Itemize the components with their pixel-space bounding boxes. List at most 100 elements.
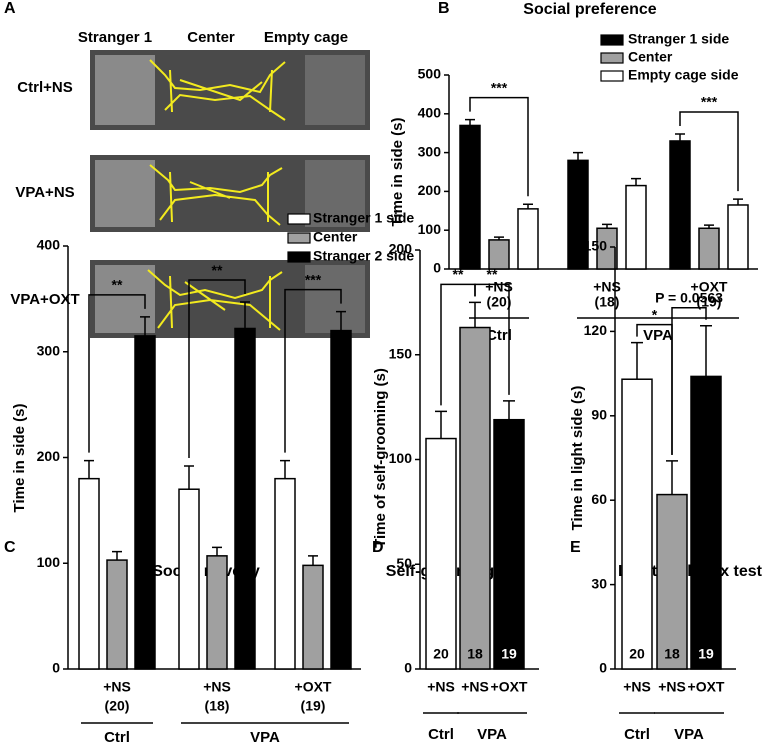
significance-label: ** [453,266,464,282]
y-tick-label: 400 [37,237,61,253]
n-label: (18) [205,698,230,714]
y-tick-label: 200 [389,241,413,257]
y-tick-label: 100 [418,221,442,237]
significance-bracket [188,279,246,458]
bar [459,326,491,670]
bar [727,204,749,270]
legend-label: Empty cage side [628,67,739,83]
x-tick-label: +NS [658,679,686,695]
y-axis-label: Time in side (s) [11,404,28,513]
chart-title: Social preference [523,1,657,18]
legend-swatch [600,70,624,82]
row-label: VPA+NS [15,184,74,201]
group-label: VPA [643,327,673,344]
significance-label: P = 0.0563 [655,289,723,305]
legend-swatch [287,232,311,244]
x-tick-label: +OXT [491,679,528,695]
bar [669,140,691,270]
y-axis-label: Time in light side (s) [569,386,586,531]
row-label: VPA+OXT [10,291,79,308]
y-tick-label: 0 [433,260,441,276]
group-label: Ctrl [104,729,130,743]
group-label: VPA [477,726,507,743]
n-label: (20) [105,698,130,714]
significance-bracket [88,294,146,453]
bar [234,327,256,670]
legend-swatch [287,213,311,225]
y-tick-label: 0 [404,660,412,676]
y-axis-label: Time in side (s) [389,118,406,227]
bar [302,564,324,670]
y-tick-label: 200 [37,448,61,464]
significance-label: * [652,306,658,322]
panel-letter: A [4,0,16,17]
x-tick-label: +OXT [691,279,728,295]
y-tick-label: 60 [591,491,607,507]
n-label: 20 [629,646,645,662]
y-tick-label: 150 [584,238,608,254]
row-label: Ctrl+NS [17,79,72,96]
group-label: VPA [250,729,280,743]
error-bar [503,400,515,420]
error-bar [140,316,150,336]
error-bar [666,460,678,495]
n-label: 19 [698,646,714,662]
y-tick-label: 100 [37,554,61,570]
group-label: Ctrl [428,726,454,743]
y-tick-label: 500 [418,66,442,82]
error-bar [573,151,583,161]
y-tick-label: 0 [599,660,607,676]
significance-label: *** [701,94,718,110]
x-tick-label: +NS [103,679,131,695]
significance-bracket [671,307,707,455]
significance-label: *** [491,79,508,95]
n-label: (18) [595,294,620,310]
significance-bracket [679,111,739,192]
group-label: Ctrl [624,726,650,743]
error-bar [704,224,714,229]
column-label: Center [187,29,235,46]
track-image [90,50,370,130]
bar [493,418,525,670]
bar [134,335,156,670]
y-tick-label: 100 [389,450,413,466]
bar [106,559,128,670]
significance-label: ** [212,262,223,278]
error-bar [465,118,475,126]
bar [517,208,539,270]
bar [425,437,457,670]
legend-label: Stranger 2 side [313,248,414,264]
bar [621,378,653,670]
legend-label: Center [313,229,358,245]
y-tick-label: 90 [591,407,607,423]
legend-label: Center [628,49,673,65]
error-bar [631,177,641,186]
error-bar [675,133,685,141]
y-tick-label: 200 [418,182,442,198]
x-tick-label: +NS [427,679,455,695]
track-image [90,155,370,232]
panel-letter: C [4,539,16,556]
n-label: 20 [433,646,449,662]
bar [690,375,722,670]
bar [274,477,296,670]
y-tick-label: 300 [37,342,61,358]
group-label: Ctrl [486,327,512,344]
y-tick-label: 30 [591,575,607,591]
x-tick-label: +NS [623,679,651,695]
n-label: 19 [501,646,517,662]
significance-bracket [474,283,510,395]
bar [698,227,720,270]
n-label: (20) [487,294,512,310]
x-tick-label: +NS [593,279,621,295]
significance-label: *** [305,271,322,287]
error-bar [733,198,743,205]
error-bar [184,465,194,490]
legend-label: Stranger 1 side [628,31,729,47]
significance-bracket [469,96,529,197]
x-tick-label: +NS [203,679,231,695]
significance-label: ** [112,277,123,293]
n-label: 18 [467,646,483,662]
y-tick-label: 0 [52,660,60,676]
